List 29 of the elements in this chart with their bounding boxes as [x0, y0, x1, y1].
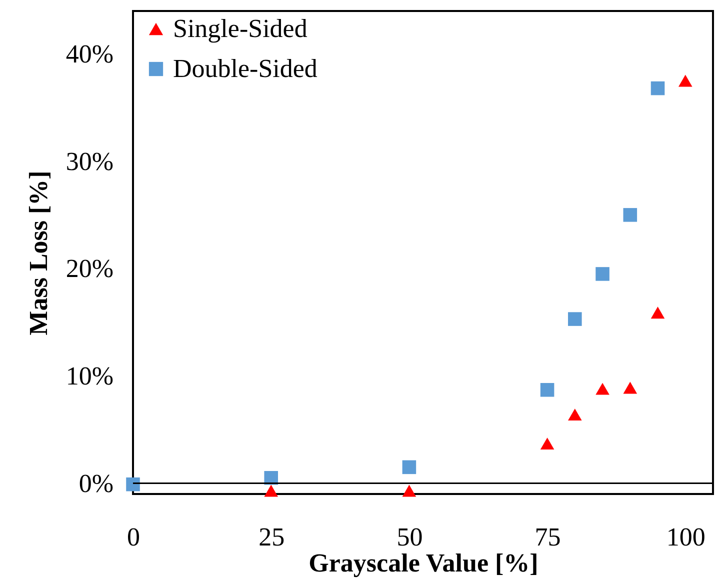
y-tick-label: 0% [78, 468, 114, 498]
y-axis-title: Mass Loss [%] [24, 170, 53, 336]
point [623, 208, 638, 222]
y-tick-label: 30% [66, 146, 114, 176]
point [402, 484, 416, 497]
point [568, 408, 582, 421]
y-tick-label: 40% [66, 39, 114, 68]
point [264, 484, 278, 497]
legend-label: Double-Sided [173, 54, 318, 83]
point [623, 382, 638, 394]
point [650, 306, 665, 319]
x-axis-title: Grayscale Value [%] [308, 548, 538, 578]
point [678, 74, 692, 87]
x-tick-label: 0 [127, 522, 140, 552]
x-tick-label: 50 [396, 522, 423, 552]
point [540, 382, 554, 397]
point [596, 267, 610, 281]
legend-label: Single-Sided [173, 14, 308, 43]
point [568, 312, 582, 326]
y-tick-label: 20% [66, 254, 114, 284]
point [126, 477, 140, 492]
x-tick-label: 100 [666, 522, 706, 552]
y-tick-label: 10% [66, 361, 114, 390]
x-tick-label: 25 [258, 522, 285, 552]
point [596, 382, 610, 395]
point [540, 438, 554, 450]
x-tick-label: 75 [534, 522, 561, 552]
point [650, 81, 665, 96]
point [402, 460, 416, 474]
